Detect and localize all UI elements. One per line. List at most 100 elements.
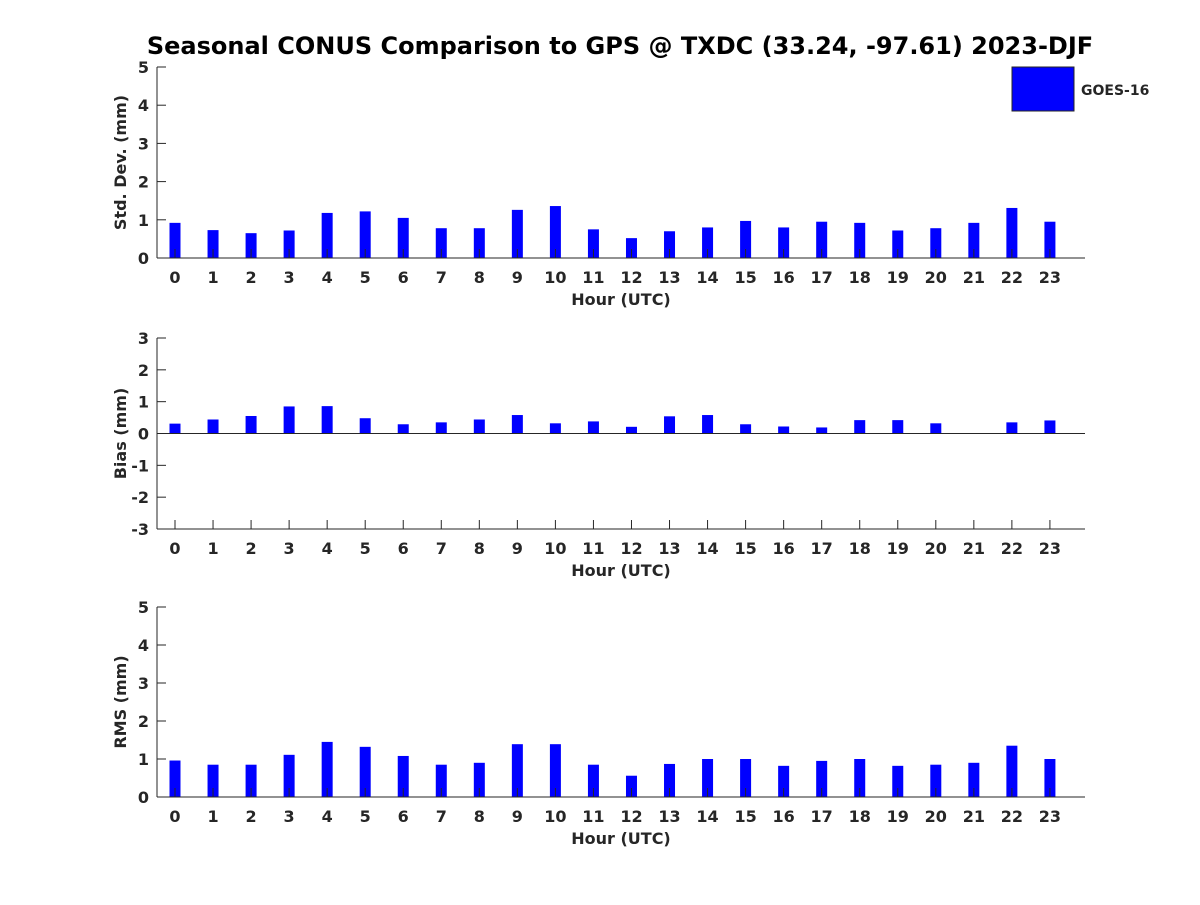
bar bbox=[207, 764, 219, 797]
x-tick-label: 8 bbox=[474, 807, 485, 826]
x-tick-label: 11 bbox=[582, 539, 604, 558]
bar bbox=[930, 423, 942, 434]
x-axis-label: Hour (UTC) bbox=[571, 829, 671, 848]
bar bbox=[397, 424, 409, 434]
bar bbox=[1044, 759, 1056, 797]
bar bbox=[587, 764, 599, 797]
bar bbox=[169, 222, 181, 258]
x-tick-label: 18 bbox=[849, 539, 871, 558]
bar bbox=[587, 421, 599, 434]
bar bbox=[321, 212, 333, 258]
x-tick-label: 1 bbox=[207, 268, 218, 287]
bar bbox=[854, 222, 866, 258]
bar bbox=[169, 760, 181, 797]
bar bbox=[359, 211, 371, 258]
y-tick-label: 5 bbox=[138, 598, 149, 617]
bar bbox=[1044, 420, 1056, 434]
bar bbox=[397, 755, 409, 797]
x-tick-label: 12 bbox=[620, 807, 642, 826]
x-tick-label: 14 bbox=[696, 807, 718, 826]
x-tick-label: 5 bbox=[360, 539, 371, 558]
x-tick-label: 17 bbox=[811, 807, 833, 826]
bar bbox=[245, 233, 257, 258]
x-tick-label: 11 bbox=[582, 807, 604, 826]
x-tick-label: 6 bbox=[398, 539, 409, 558]
bar bbox=[359, 418, 371, 434]
x-tick-label: 12 bbox=[620, 539, 642, 558]
bar bbox=[968, 762, 980, 797]
x-tick-label: 3 bbox=[284, 807, 295, 826]
x-tick-label: 0 bbox=[169, 539, 180, 558]
x-tick-label: 23 bbox=[1039, 539, 1061, 558]
y-axis-label: Std. Dev. (mm) bbox=[111, 95, 130, 230]
x-tick-label: 4 bbox=[322, 807, 333, 826]
x-tick-label: 10 bbox=[544, 268, 566, 287]
x-tick-label: 13 bbox=[658, 539, 680, 558]
x-tick-label: 10 bbox=[544, 539, 566, 558]
x-tick-label: 23 bbox=[1039, 268, 1061, 287]
y-axis-label: Bias (mm) bbox=[111, 388, 130, 480]
bar bbox=[892, 765, 904, 797]
x-tick-label: 3 bbox=[284, 539, 295, 558]
bar bbox=[1006, 422, 1018, 434]
x-tick-label: 20 bbox=[925, 539, 947, 558]
bar bbox=[816, 221, 828, 258]
bar bbox=[587, 229, 599, 258]
bar bbox=[664, 416, 676, 434]
y-tick-label: -1 bbox=[131, 456, 149, 475]
bar bbox=[892, 420, 904, 434]
x-tick-label: 9 bbox=[512, 268, 523, 287]
x-tick-label: 19 bbox=[887, 807, 909, 826]
x-tick-label: 4 bbox=[322, 268, 333, 287]
x-tick-label: 1 bbox=[207, 539, 218, 558]
x-tick-label: 23 bbox=[1039, 807, 1061, 826]
bar bbox=[702, 227, 714, 258]
x-tick-label: 14 bbox=[696, 539, 718, 558]
x-tick-label: 0 bbox=[169, 807, 180, 826]
x-tick-label: 13 bbox=[658, 807, 680, 826]
y-tick-label: 0 bbox=[138, 788, 149, 807]
bar bbox=[321, 741, 333, 797]
bar bbox=[359, 746, 371, 797]
bar bbox=[283, 754, 295, 797]
x-tick-label: 22 bbox=[1001, 268, 1023, 287]
bar bbox=[473, 419, 485, 434]
bar bbox=[207, 419, 219, 434]
bar bbox=[435, 228, 447, 258]
x-tick-label: 2 bbox=[246, 807, 257, 826]
bar bbox=[625, 238, 637, 258]
y-tick-label: 1 bbox=[138, 750, 149, 769]
x-tick-label: 6 bbox=[398, 807, 409, 826]
x-tick-label: 8 bbox=[474, 268, 485, 287]
bar bbox=[854, 759, 866, 797]
y-tick-label: 2 bbox=[138, 361, 149, 380]
bar bbox=[968, 222, 980, 258]
bar bbox=[245, 415, 257, 434]
x-tick-label: 20 bbox=[925, 807, 947, 826]
legend-swatch bbox=[1011, 66, 1075, 112]
legend: GOES-16 bbox=[1011, 66, 1149, 112]
x-tick-label: 12 bbox=[620, 268, 642, 287]
x-tick-label: 6 bbox=[398, 268, 409, 287]
bar bbox=[1006, 207, 1018, 258]
bar bbox=[740, 759, 752, 797]
x-tick-label: 22 bbox=[1001, 539, 1023, 558]
bar bbox=[778, 765, 790, 797]
y-tick-label: 5 bbox=[138, 58, 149, 77]
bar bbox=[207, 230, 219, 258]
x-tick-label: 16 bbox=[773, 268, 795, 287]
bar bbox=[549, 423, 561, 434]
y-tick-label: 4 bbox=[138, 636, 149, 655]
bar bbox=[816, 760, 828, 797]
legend-label: GOES-16 bbox=[1081, 83, 1149, 99]
y-tick-label: 3 bbox=[138, 674, 149, 693]
y-tick-label: 1 bbox=[138, 211, 149, 230]
x-tick-label: 22 bbox=[1001, 807, 1023, 826]
x-tick-label: 19 bbox=[887, 268, 909, 287]
bar bbox=[816, 427, 828, 434]
bar bbox=[625, 426, 637, 434]
x-tick-label: 21 bbox=[963, 539, 985, 558]
